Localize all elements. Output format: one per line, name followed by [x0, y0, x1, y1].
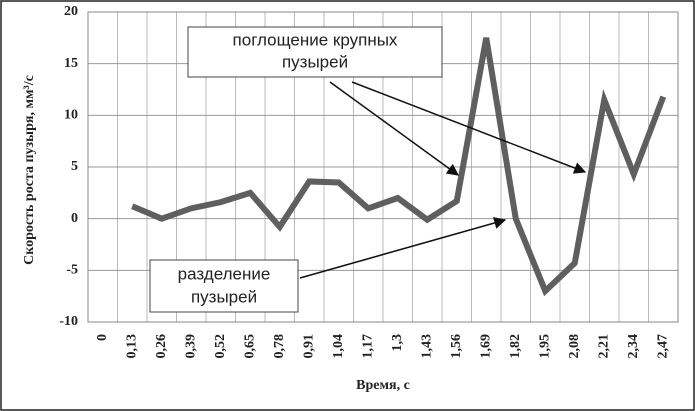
annotation-arrow: [299, 217, 507, 279]
plot-border: [87, 11, 679, 323]
y-tick-label: 15: [64, 56, 78, 71]
x-tick-label: 1,43: [419, 334, 434, 359]
x-tick-label: 0,78: [272, 334, 287, 359]
x-tick-label: 1,3: [390, 334, 405, 352]
x-axis-label: Время, с: [356, 378, 410, 393]
x-tick-label: 1,56: [449, 334, 464, 359]
annotation-text: пузырей: [191, 287, 257, 306]
data-line: [131, 37, 667, 297]
x-tick-label: 2,34: [626, 334, 641, 359]
y-tick-label: 0: [71, 211, 78, 226]
x-tick-label: 0,13: [124, 334, 139, 359]
x-tick-label: 0,65: [242, 334, 257, 359]
x-tick-label: 1,69: [478, 334, 493, 359]
x-tick-label: 1,82: [508, 334, 523, 359]
x-tick-label: 1,95: [537, 334, 552, 359]
y-tick-label: 5: [71, 159, 78, 174]
y-tick-label: 10: [64, 108, 78, 123]
x-tick-label: 2,21: [596, 334, 611, 359]
annotation: разделение пузырей: [149, 217, 507, 313]
x-tick-label: 0,26: [154, 334, 169, 359]
plot: [131, 37, 667, 297]
annotation-box: [187, 26, 443, 78]
x-tick-label: 2,47: [655, 334, 670, 359]
y-tick-label: 20: [64, 4, 78, 19]
x-tick-label: 0,52: [213, 334, 228, 359]
y-axis-label: Скорость роста пузыря, мм³/с: [22, 75, 37, 265]
annotation: поглощение крупных пузырей: [187, 26, 587, 176]
annotation-text: разделение: [178, 264, 271, 283]
x-tick-label: 0,39: [183, 334, 198, 359]
annotation-arrow: [329, 81, 459, 176]
annotation-text: пузырей: [282, 52, 348, 71]
annotation-arrow: [351, 81, 587, 174]
x-tick-label: 2,08: [567, 334, 582, 359]
x-tick-label: 0: [95, 334, 110, 341]
annotation-box: [149, 259, 299, 313]
x-tick-label: 1,04: [331, 334, 346, 359]
y-tick-label: -5: [66, 263, 78, 278]
x-tick-label: 1,17: [360, 334, 375, 359]
x-tick-label: 0,91: [301, 334, 316, 359]
y-tick-label: -10: [59, 314, 78, 329]
annotation-text: поглощение крупных: [233, 30, 398, 49]
